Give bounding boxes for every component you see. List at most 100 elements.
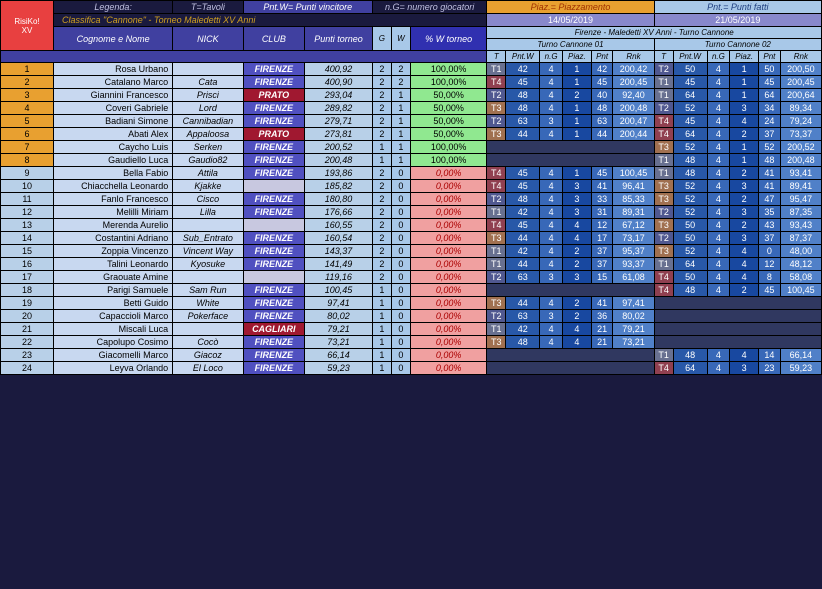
games: 2 (372, 102, 391, 115)
wins: 0 (391, 349, 410, 362)
turn-t: T3 (654, 245, 673, 258)
title: Classifica "Cannone" - Torneo Maledetti … (54, 14, 487, 27)
player-name: Graouate Amine (54, 271, 173, 284)
player-name: Fanlo Francesco (54, 193, 173, 206)
club: FIRENZE (243, 258, 304, 271)
points: 176,66 (305, 206, 373, 219)
player-name: Chiacchella Leonardo (54, 180, 173, 193)
nick: Lilla (173, 206, 243, 219)
player-name: Coveri Gabriele (54, 102, 173, 115)
points: 143,37 (305, 245, 373, 258)
rank: 12 (1, 206, 54, 219)
turn-t: T3 (487, 297, 506, 310)
leg-pf: Pnt.= Punti fatti (654, 1, 821, 14)
wins: 0 (391, 193, 410, 206)
pct-win: 0,00% (410, 219, 486, 232)
nick: Cata (173, 76, 243, 89)
rank: 9 (1, 167, 54, 180)
nick (173, 63, 243, 76)
player-name: Melilli Miriam (54, 206, 173, 219)
games: 1 (372, 297, 391, 310)
nick: Kjakke (173, 180, 243, 193)
pct-win: 0,00% (410, 167, 486, 180)
rank: 3 (1, 89, 54, 102)
col-name: Cognome e Nome (54, 27, 173, 51)
points: 193,86 (305, 167, 373, 180)
turn-t: T3 (654, 219, 673, 232)
pct-win: 0,00% (410, 297, 486, 310)
club: FIRENZE (243, 310, 304, 323)
games: 2 (372, 219, 391, 232)
games: 2 (372, 167, 391, 180)
pct-win: 0,00% (410, 323, 486, 336)
date-1: 14/05/2019 (487, 14, 654, 27)
turn-t: T3 (654, 141, 673, 154)
pct-win: 100,00% (410, 63, 486, 76)
turno-1: Turno Cannone 01 (487, 39, 654, 51)
club: FIRENZE (243, 362, 304, 375)
pct-win: 100,00% (410, 154, 486, 167)
table-row: 18 Parigi Samuele Sam Run FIRENZE 100,45… (1, 284, 822, 297)
tcol: Rnk (613, 51, 654, 63)
turn-t: T4 (654, 362, 673, 375)
club (243, 271, 304, 284)
tcol: T (487, 51, 506, 63)
turn-t: T4 (654, 128, 673, 141)
points: 160,55 (305, 219, 373, 232)
club: FIRENZE (243, 63, 304, 76)
turn-t: T2 (487, 89, 506, 102)
games: 1 (372, 141, 391, 154)
turn-t: T3 (487, 102, 506, 115)
turn-t: T4 (487, 167, 506, 180)
club (243, 219, 304, 232)
points: 185,82 (305, 180, 373, 193)
nick: El Loco (173, 362, 243, 375)
club: PRATO (243, 89, 304, 102)
tcol: Pnt.W (673, 51, 707, 63)
table-row: 5 Badiani Simone Cannibadian FIRENZE 279… (1, 115, 822, 128)
rank: 10 (1, 180, 54, 193)
games: 2 (372, 206, 391, 219)
table-row: 20 Capaccioli Marco Pokerface FIRENZE 80… (1, 310, 822, 323)
turn-t: T4 (487, 219, 506, 232)
rank: 14 (1, 232, 54, 245)
club: FIRENZE (243, 154, 304, 167)
points: 97,41 (305, 297, 373, 310)
games: 2 (372, 128, 391, 141)
tcol: Rnk (780, 51, 821, 63)
wins: 1 (391, 128, 410, 141)
points: 273,81 (305, 128, 373, 141)
col-nick: NICK (173, 27, 243, 51)
turn-t: T3 (654, 180, 673, 193)
pct-win: 0,00% (410, 271, 486, 284)
wins: 0 (391, 336, 410, 349)
table-row: 19 Betti Guido White FIRENZE 97,41 1 0 0… (1, 297, 822, 310)
points: 73,21 (305, 336, 373, 349)
turn-t: T2 (487, 115, 506, 128)
nick: Attila (173, 167, 243, 180)
pct-win: 100,00% (410, 76, 486, 89)
rank: 18 (1, 284, 54, 297)
col-club: CLUB (243, 27, 304, 51)
table-row: 23 Giacomelli Marco Giacoz FIRENZE 66,14… (1, 349, 822, 362)
games: 2 (372, 180, 391, 193)
pct-win: 0,00% (410, 206, 486, 219)
club: PRATO (243, 128, 304, 141)
rank: 16 (1, 258, 54, 271)
games: 2 (372, 115, 391, 128)
table-row: 3 Giannini Francesco Prisci PRATO 293,04… (1, 89, 822, 102)
nick: Serken (173, 141, 243, 154)
player-name: Capolupo Cosimo (54, 336, 173, 349)
leg-pz: Piaz.= Piazzamento (487, 1, 654, 14)
pct-win: 0,00% (410, 362, 486, 375)
wins: 0 (391, 258, 410, 271)
tcol: Piaz. (730, 51, 759, 63)
pct-win: 0,00% (410, 284, 486, 297)
points: 80,02 (305, 310, 373, 323)
club: FIRENZE (243, 206, 304, 219)
club: FIRENZE (243, 297, 304, 310)
player-name: Betti Guido (54, 297, 173, 310)
table-row: 11 Fanlo Francesco Cisco FIRENZE 180,80 … (1, 193, 822, 206)
turn-t: T3 (487, 232, 506, 245)
pct-win: 0,00% (410, 193, 486, 206)
